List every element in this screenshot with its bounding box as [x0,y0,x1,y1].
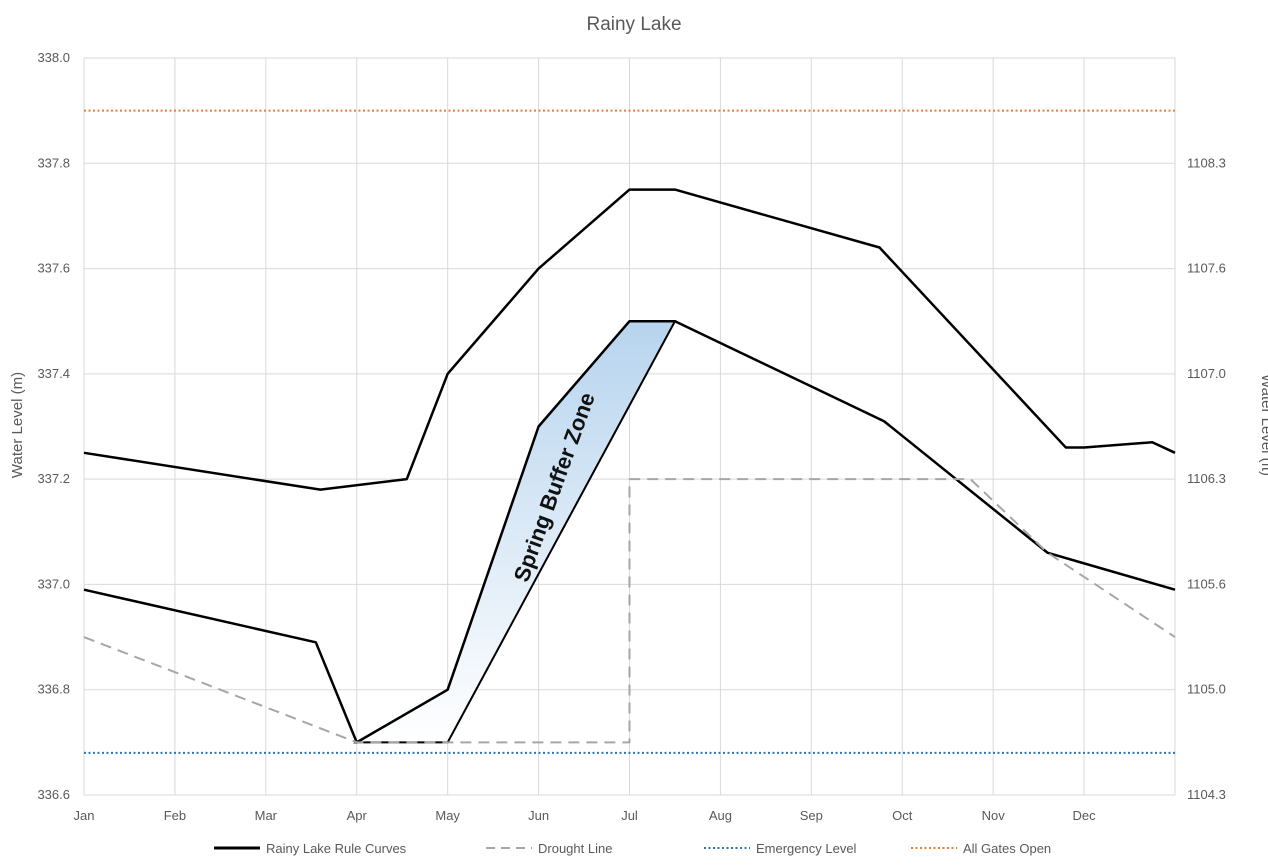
y-tick-label: 337.4 [37,366,70,381]
x-tick-label: Dec [1073,808,1097,823]
x-tick-label: Feb [164,808,186,823]
legend-label: Drought Line [538,841,612,856]
legend-label: All Gates Open [963,841,1051,856]
y2-tick-label: 1106.3 [1187,471,1226,486]
y2-tick-label: 1105.0 [1187,682,1226,697]
series-line-drought-line [83,478,1176,744]
y-tick-label: 337.0 [37,576,70,591]
y-tick-label: 338.0 [37,50,70,65]
y-tick-label: 337.8 [37,155,70,170]
legend-label: Rainy Lake Rule Curves [266,841,407,856]
series-layer [83,109,1176,754]
x-tick-label: Nov [982,808,1006,823]
series-line-rainy-lake-rule-curves [83,188,1176,491]
x-tick-label: Sep [800,808,823,823]
x-tick-label: Mar [255,808,278,823]
y-tick-label: 337.2 [37,471,70,486]
x-tick-label: Apr [347,808,368,823]
y2-tick-label: 1104.3 [1187,787,1226,802]
y2-tick-label: 1107.6 [1187,261,1226,276]
y-tick-label: 336.8 [37,682,70,697]
y-tick-label: 336.6 [37,787,70,802]
legend: Rainy Lake Rule Curves Drought Line Emerge… [214,841,1051,856]
series-line-rainy-lake-rule-curves [83,319,1176,744]
x-tick-label: Jul [621,808,638,823]
x-tick-label: Oct [892,808,913,823]
x-tick-label: Jan [74,808,95,823]
y-axis-title-right: Water Level (ft) [1258,374,1268,476]
x-tick-label: Aug [709,808,732,823]
y-ticks-left: 336.6 336.8 337.0 337.2 337.4 337.6 337.8 338.0 [37,50,70,802]
y-ticks-right: 1104.3 1105.0 1105.6 1106.3 1107.0 1107.6 1108… [1187,155,1226,802]
x-tick-label: May [435,808,460,823]
y2-tick-label: 1107.0 [1187,366,1226,381]
y-axis-title-left: Water Level (m) [9,372,26,478]
x-ticks: Jan Feb Mar Apr May Jun Jul Aug Sep Oct Nov Dec [74,808,1097,823]
y2-tick-label: 1108.3 [1187,155,1226,170]
y2-tick-label: 1105.6 [1187,576,1226,591]
chart-title: Rainy Lake [586,14,681,35]
x-tick-label: Jun [528,808,549,823]
legend-label: Emergency Level [756,841,857,856]
y-tick-label: 337.6 [37,261,70,276]
